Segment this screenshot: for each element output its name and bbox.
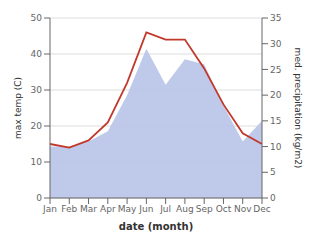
svg-text:30: 30 [270, 39, 282, 49]
svg-text:25: 25 [270, 65, 281, 75]
svg-text:Oct: Oct [216, 204, 232, 214]
svg-text:Mar: Mar [80, 204, 97, 214]
svg-text:0: 0 [36, 193, 42, 203]
svg-text:20: 20 [31, 121, 43, 131]
svg-text:date (month): date (month) [119, 221, 193, 232]
svg-text:0: 0 [270, 193, 276, 203]
svg-text:Aug: Aug [176, 204, 194, 214]
svg-text:5: 5 [270, 167, 276, 177]
svg-text:Jun: Jun [138, 204, 153, 214]
svg-text:Jul: Jul [159, 204, 171, 214]
svg-text:Dec: Dec [253, 204, 270, 214]
svg-text:40: 40 [31, 49, 43, 59]
svg-text:Sep: Sep [196, 204, 213, 214]
svg-text:Feb: Feb [61, 204, 77, 214]
svg-text:10: 10 [270, 142, 282, 152]
svg-text:30: 30 [31, 85, 43, 95]
svg-text:15: 15 [270, 116, 281, 126]
svg-text:20: 20 [270, 90, 282, 100]
svg-text:max temp (C): max temp (C) [13, 77, 23, 139]
svg-text:10: 10 [31, 157, 43, 167]
svg-text:Apr: Apr [100, 204, 116, 214]
svg-text:35: 35 [270, 13, 281, 23]
svg-text:Nov: Nov [234, 204, 252, 214]
svg-text:50: 50 [31, 13, 43, 23]
svg-text:Jan: Jan [42, 204, 57, 214]
svg-text:May: May [118, 204, 137, 214]
svg-text:med. precipitation (kg/m2): med. precipitation (kg/m2) [293, 48, 303, 169]
